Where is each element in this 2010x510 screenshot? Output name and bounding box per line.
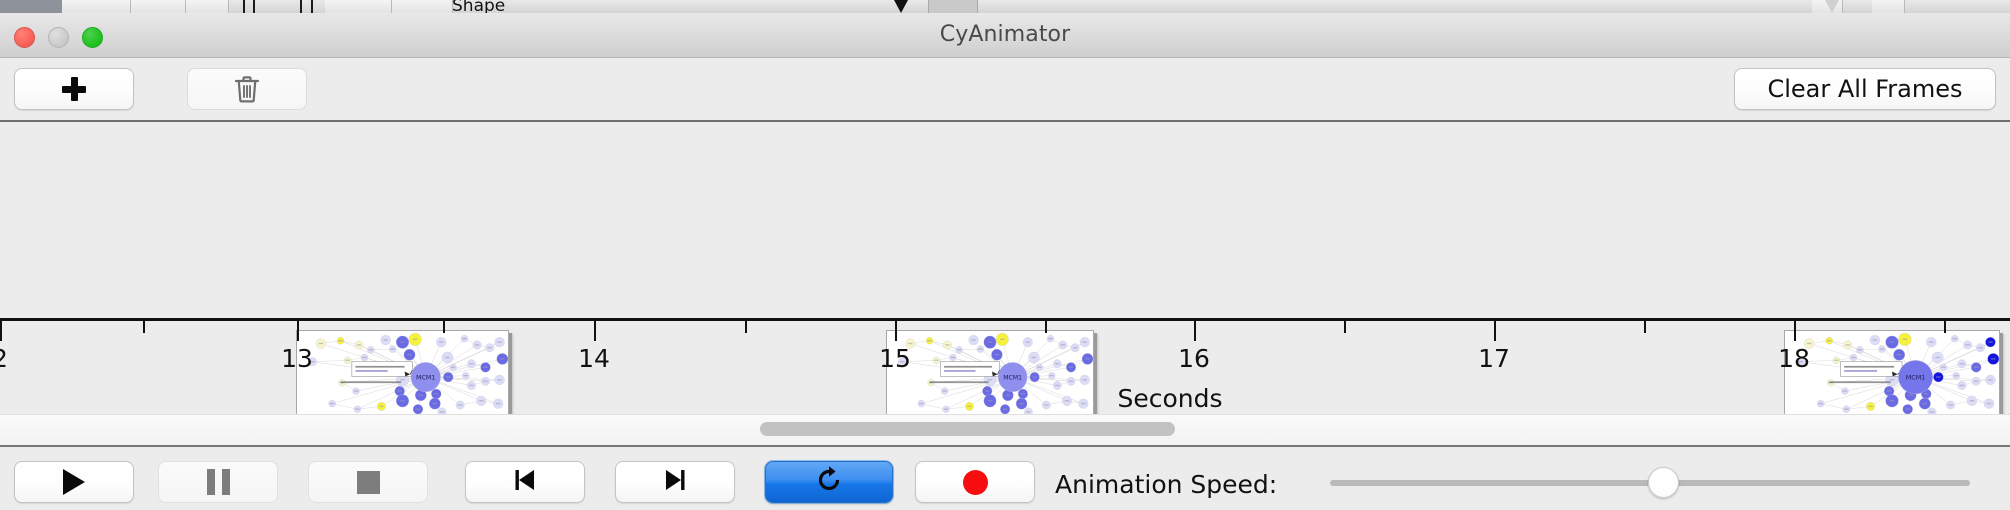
animation-speed-label: Animation Speed:	[1055, 470, 1278, 499]
record-button[interactable]	[915, 461, 1035, 503]
ruler-tick-label: 14	[578, 344, 610, 373]
maximize-button[interactable]	[82, 27, 103, 48]
ruler-tick-minor	[1644, 321, 1646, 333]
background-window-notch	[894, 0, 908, 13]
window-controls	[14, 27, 103, 48]
ruler-tick-major	[1794, 321, 1796, 341]
background-window-segment	[392, 0, 453, 13]
animation-speed-slider[interactable]	[1330, 467, 1970, 498]
toolbar: Clear All Frames	[0, 58, 2010, 122]
skip-start-icon	[512, 467, 538, 497]
background-window-notch	[1825, 0, 1839, 13]
network-graph-thumbnail: MCM1	[297, 331, 508, 414]
play-button[interactable]	[14, 461, 134, 503]
trash-icon	[234, 76, 260, 103]
plus-icon	[62, 77, 86, 101]
background-window-blob	[928, 0, 978, 13]
slider-thumb[interactable]	[1648, 467, 1679, 498]
ruler-tick-minor	[1944, 321, 1946, 333]
skip-end-icon	[662, 467, 688, 497]
ruler-baseline	[0, 318, 2010, 321]
ruler-tick-minor	[1045, 321, 1047, 333]
loop-icon	[814, 465, 844, 499]
skip-to-start-button[interactable]	[465, 461, 585, 503]
svg-text:MCM1: MCM1	[1906, 374, 1926, 381]
timeline-ruler: 2 13 14 15 16 17 18 Seconds	[0, 318, 2010, 414]
loop-button[interactable]	[765, 461, 893, 503]
background-window-tick	[253, 0, 255, 13]
minimize-button[interactable]	[48, 27, 69, 48]
background-window-label: Shape	[452, 0, 506, 14]
ruler-tick-minor	[143, 321, 145, 333]
background-window-segment	[131, 0, 186, 13]
background-window-segment	[62, 0, 131, 13]
ruler-tick-label: 13	[281, 344, 313, 373]
record-icon	[962, 469, 988, 495]
frame-thumbnail[interactable]: MCM1	[1784, 330, 2000, 414]
network-graph-thumbnail: MCM1	[1785, 331, 1999, 414]
window-title: CyAnimator	[939, 22, 1071, 47]
background-window-tick	[311, 0, 313, 13]
background-window-tick	[243, 0, 245, 13]
pause-button[interactable]	[158, 461, 278, 503]
ruler-tick-major	[297, 321, 299, 341]
ruler-tick-major	[1494, 321, 1496, 341]
ruler-tick-minor	[745, 321, 747, 333]
add-frame-button[interactable]	[14, 68, 134, 110]
frame-thumbnail[interactable]: MCM1	[886, 330, 1094, 414]
ruler-tick-label: 17	[1478, 344, 1510, 373]
delete-frame-button[interactable]	[187, 68, 307, 110]
background-window-segment	[325, 0, 392, 13]
ruler-tick-major	[0, 321, 2, 341]
timeline-scrollbar-thumb[interactable]	[760, 422, 1175, 436]
background-window-segment	[186, 0, 229, 13]
svg-text:MCM1: MCM1	[416, 374, 435, 381]
ruler-tick-label: 16	[1178, 344, 1210, 373]
cyanimator-window: CyAnimator Clear All Frames MCM1 MCM1 MCM1…	[0, 13, 2010, 510]
ruler-tick-label: 15	[879, 344, 911, 373]
ruler-tick-major	[1194, 321, 1196, 341]
background-window-tick	[300, 0, 302, 13]
timeline-panel[interactable]: MCM1 MCM1 MCM1 2 13 14 15 16 17 18 Seconds	[0, 122, 2010, 414]
ruler-tick-label: 18	[1778, 344, 1810, 373]
network-graph-thumbnail: MCM1	[887, 331, 1093, 414]
ruler-tick-major	[895, 321, 897, 341]
ruler-axis-title: Seconds	[1117, 384, 1223, 413]
background-window-segment	[1872, 0, 1905, 13]
skip-to-end-button[interactable]	[615, 461, 735, 503]
playback-bar: Animation Speed:	[0, 447, 2010, 510]
play-icon	[63, 469, 85, 495]
titlebar: CyAnimator	[0, 13, 2010, 58]
pause-icon	[206, 469, 230, 495]
ruler-tick-minor	[1344, 321, 1346, 333]
ruler-tick-minor	[443, 321, 445, 333]
clear-all-frames-button[interactable]: Clear All Frames	[1734, 68, 1996, 110]
close-button[interactable]	[14, 27, 35, 48]
stop-button[interactable]	[308, 461, 428, 503]
frame-thumbnail[interactable]: MCM1	[296, 330, 509, 414]
background-window: Shape	[0, 0, 2010, 14]
ruler-tick-major	[594, 321, 596, 341]
stop-icon	[356, 470, 380, 494]
ruler-tick-label: 2	[0, 344, 8, 373]
background-window-chip	[0, 0, 62, 13]
timeline-scrollbar[interactable]	[0, 414, 2010, 447]
svg-text:MCM1: MCM1	[1003, 374, 1022, 381]
